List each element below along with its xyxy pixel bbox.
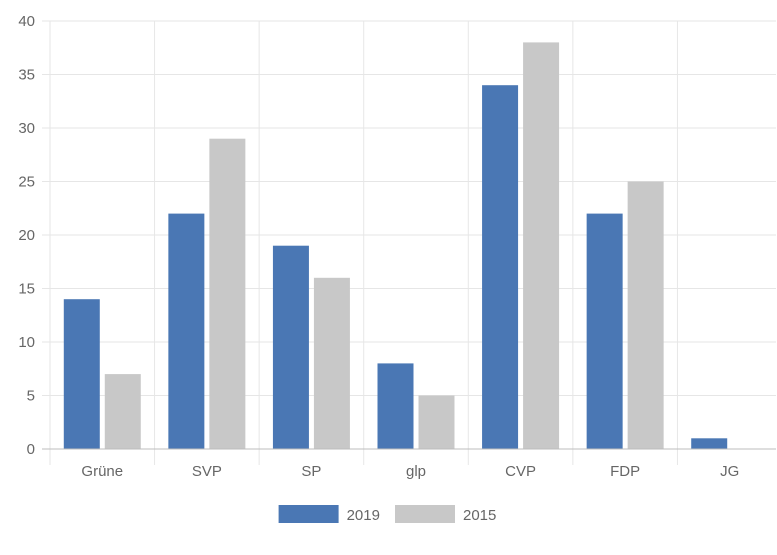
bar-2019-JG <box>691 438 728 449</box>
x-tick-label: SP <box>301 463 321 480</box>
y-tick-labels: 0 5 10 15 20 25 30 35 40 <box>18 13 35 458</box>
bar-2019-Grüne <box>63 299 100 449</box>
x-tick-label: JG <box>720 463 739 480</box>
y-tick-label: 40 <box>18 13 35 30</box>
x-tick-label: CVP <box>505 463 536 480</box>
legend-swatch-2015[interactable] <box>395 505 455 523</box>
legend-label-2015[interactable]: 2015 <box>463 507 496 524</box>
x-tick-label: glp <box>406 463 426 480</box>
legend: 2019 2015 <box>278 505 496 524</box>
y-tick-label: 5 <box>27 388 35 405</box>
y-tick-label: 10 <box>18 334 35 351</box>
x-tick-label: SVP <box>192 463 222 480</box>
bar-2015-CVP <box>523 42 560 450</box>
bar-2015-FDP <box>627 181 664 449</box>
bar-2015-glp <box>418 395 455 449</box>
bar-2019-SP <box>272 245 309 449</box>
x-tick-labels: Grüne SVP SP glp CVP FDP JG <box>81 463 739 480</box>
y-tick-label: 0 <box>27 441 35 458</box>
bar-2015-SVP <box>209 138 246 449</box>
legend-swatch-2019[interactable] <box>278 505 339 523</box>
y-tick-label: 20 <box>18 227 35 244</box>
bars <box>63 42 728 450</box>
bar-2019-SVP <box>168 213 205 449</box>
legend-label-2019[interactable]: 2019 <box>347 507 380 524</box>
bar-2019-FDP <box>586 213 623 449</box>
y-tick-label: 30 <box>18 120 35 137</box>
bar-2019-CVP <box>482 85 519 449</box>
bar-2015-Grüne <box>104 374 141 449</box>
y-tick-label: 15 <box>18 281 35 298</box>
y-tick-label: 25 <box>18 174 35 191</box>
y-tick-label: 35 <box>18 67 35 84</box>
bar-2015-SP <box>313 277 350 449</box>
x-tick-label: Grüne <box>81 463 123 480</box>
x-tick-label: FDP <box>610 463 640 480</box>
bar-2019-glp <box>377 363 414 449</box>
